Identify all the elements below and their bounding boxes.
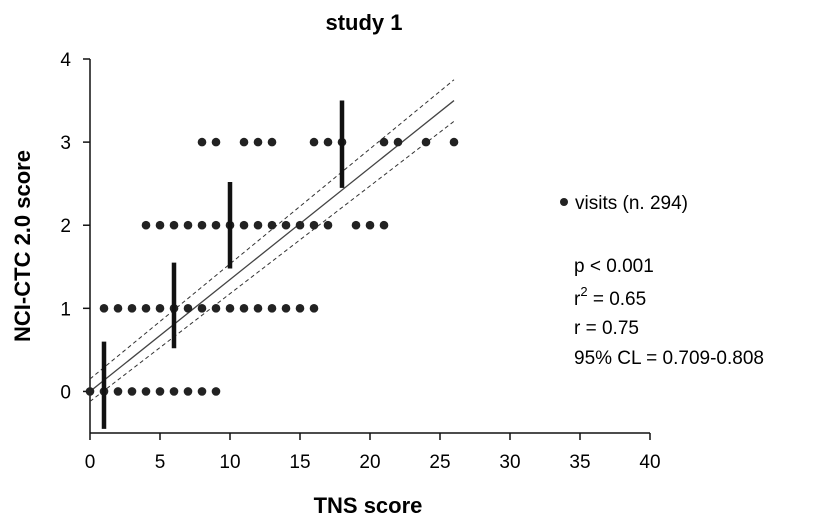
r-squared-r: r <box>574 289 581 310</box>
data-point <box>449 137 459 147</box>
data-point <box>85 387 95 396</box>
data-point <box>155 304 165 313</box>
data-point <box>239 137 249 147</box>
data-point <box>211 387 221 396</box>
data-point <box>379 137 389 147</box>
stats-annotations: p < 0.001 r2 = 0.65 r = 0.75 95% CL = 0.… <box>574 256 764 369</box>
legend: visits (n. 294) <box>560 193 688 214</box>
data-point <box>239 220 249 230</box>
data-point <box>267 304 277 313</box>
data-point <box>309 137 319 147</box>
data-point <box>155 387 165 396</box>
y-tick-label: 2 <box>60 216 71 237</box>
data-point <box>253 137 263 147</box>
confidence-band-upper <box>89 79 455 380</box>
r-squared-label: r2 = 0.65 <box>574 284 646 310</box>
data-points <box>85 137 459 396</box>
x-tick-label: 25 <box>429 452 450 473</box>
x-tick-label: 10 <box>219 452 240 473</box>
data-point <box>253 220 263 230</box>
x-tick-label: 30 <box>499 452 520 473</box>
r-squared-superscript: 2 <box>580 284 587 299</box>
data-point <box>281 304 291 313</box>
data-point <box>141 304 151 313</box>
data-point <box>393 137 403 147</box>
data-point <box>113 304 123 313</box>
data-point <box>127 387 137 396</box>
x-tick-label: 40 <box>639 452 660 473</box>
data-point <box>323 137 333 147</box>
data-point <box>323 220 333 230</box>
data-point <box>183 304 193 313</box>
y-tick-label: 3 <box>60 133 71 154</box>
y-tick-label: 0 <box>60 382 71 403</box>
axes <box>89 59 650 434</box>
data-point <box>169 387 179 396</box>
data-point <box>141 387 151 396</box>
data-point <box>253 304 263 313</box>
confidence-band-lower <box>89 120 455 402</box>
data-point <box>169 220 179 230</box>
x-tick-label: 20 <box>359 452 380 473</box>
data-point <box>155 220 165 230</box>
x-tick-label: 5 <box>155 452 166 473</box>
data-point <box>281 220 291 230</box>
y-tick-label: 4 <box>60 50 71 71</box>
data-point <box>267 137 277 147</box>
confidence-band <box>89 79 455 402</box>
data-point <box>365 220 375 230</box>
y-tick-label: 1 <box>60 299 71 320</box>
data-point <box>197 137 207 147</box>
data-point <box>295 304 305 313</box>
chart-title: study 1 <box>325 10 402 35</box>
data-point <box>211 220 221 230</box>
x-axis-label: TNS score <box>314 493 423 518</box>
data-point <box>197 387 207 396</box>
data-point <box>309 220 319 230</box>
data-point <box>197 304 207 313</box>
x-tick-label: 15 <box>289 452 310 473</box>
error-bars <box>101 100 345 429</box>
data-point <box>113 387 123 396</box>
p-value-label: p < 0.001 <box>574 256 654 277</box>
data-point <box>99 304 109 313</box>
data-point <box>309 304 319 313</box>
data-point <box>351 220 361 230</box>
regression-line <box>89 100 455 392</box>
data-point <box>225 304 235 313</box>
confidence-limit-label: 95% CL = 0.709-0.808 <box>574 348 764 369</box>
legend-label: visits (n. 294) <box>575 193 688 214</box>
data-point <box>211 304 221 313</box>
data-point <box>141 220 151 230</box>
data-point <box>295 220 305 230</box>
ticks: 0 5 10 15 20 25 30 35 40 0 1 2 3 4 <box>60 50 660 473</box>
data-point <box>183 220 193 230</box>
data-point <box>197 220 207 230</box>
data-point <box>421 137 431 147</box>
regression-line-segment <box>89 100 455 392</box>
y-axis-label: NCI-CTC 2.0 score <box>10 150 35 342</box>
x-tick-label: 35 <box>569 452 590 473</box>
x-tick-label: 0 <box>85 452 96 473</box>
legend-marker <box>560 198 568 206</box>
data-point <box>183 387 193 396</box>
data-point <box>239 304 249 313</box>
data-point <box>267 220 277 230</box>
data-point <box>379 220 389 230</box>
r-squared-value: = 0.65 <box>588 289 647 310</box>
data-point <box>127 304 137 313</box>
r-value-label: r = 0.75 <box>574 318 639 339</box>
data-point <box>211 137 221 147</box>
